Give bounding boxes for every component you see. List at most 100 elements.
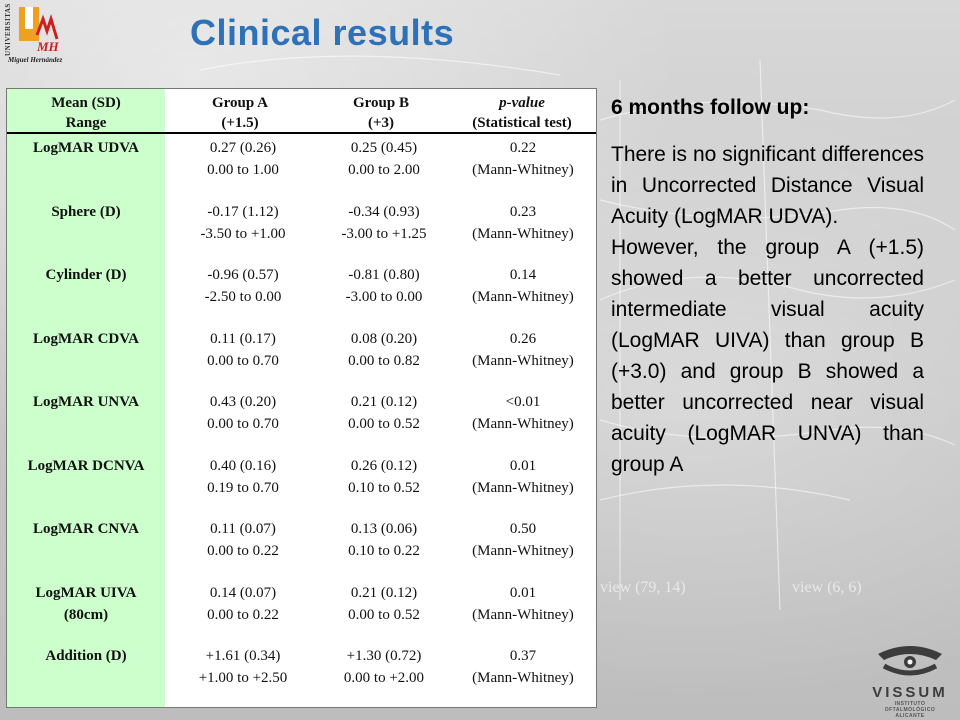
group-b-cell: 0.13 (0.06) 0.10 to 0.22 [309, 518, 459, 562]
group-b-cell-line2: 0.00 to +2.00 [343, 670, 425, 686]
summary-panel: 6 months follow up: There is no signific… [611, 92, 924, 480]
row-label-line2: (80cm) [63, 606, 109, 623]
header-p-value-line1: p-value [499, 95, 545, 111]
group-b-cell-line1: -0.34 (0.93) [348, 203, 420, 220]
header-mean-line2: Range [65, 115, 107, 131]
p-value-cell: 0.01 (Mann-Whitney) [453, 582, 593, 626]
group-a-cell: 0.11 (0.17) 0.00 to 0.70 [165, 328, 321, 372]
p-value-cell: 0.37 (Mann-Whitney) [453, 645, 593, 689]
p-value-cell-line1: 0.01 [509, 457, 537, 474]
group-a-cell: 0.40 (0.16) 0.19 to 0.70 [165, 455, 321, 499]
p-value-cell-line2: (Mann-Whitney) [472, 606, 574, 623]
umh-mark-text: MH [36, 39, 60, 53]
vissum-eye-icon [878, 646, 942, 676]
group-a-cell-line1: 0.40 (0.16) [209, 457, 277, 474]
group-a-cell: 0.27 (0.26) 0.00 to 1.00 [165, 137, 321, 181]
group-a-cell-line1: 0.11 (0.07) [210, 521, 276, 537]
group-b-cell-line2: 0.10 to 0.52 [348, 479, 420, 496]
group-b-cell-line1: 0.25 (0.45) [350, 140, 418, 156]
header-group-a-line2: (+1.5) [221, 115, 259, 131]
row-label-line1: LogMAR CNVA [33, 521, 139, 537]
group-a-cell: 0.11 (0.07) 0.00 to 0.22 [165, 518, 321, 562]
row-label: Cylinder (D) [7, 264, 165, 286]
group-b-cell-line2: 0.00 to 2.00 [348, 162, 420, 178]
p-value-cell: 0.26 (Mann-Whitney) [453, 328, 593, 372]
label-column-background [7, 89, 165, 707]
row-label: LogMAR UNVA [7, 391, 165, 413]
table-row: LogMAR UNVA 0.43 (0.20) 0.00 to 0.70 0.21 (… [7, 391, 596, 439]
p-value-cell-line2: (Mann-Whitney) [472, 162, 574, 178]
header-group-b-line1: Group B [353, 95, 409, 111]
summary-heading: 6 months follow up: [611, 96, 810, 119]
header-group-b-line2: (+3) [367, 115, 395, 131]
vissum-tagline-line2: OFTALMOLÓGICO [884, 707, 936, 713]
header-group-b: Group B (+3) [307, 93, 455, 133]
row-label-line1: LogMAR UIVA [35, 584, 137, 601]
group-b-cell-line2: 0.00 to 0.52 [348, 606, 420, 623]
group-b-cell-line1: 0.26 (0.12) [350, 457, 418, 474]
header-mean-line1: Mean (SD) [51, 95, 121, 111]
group-a-cell: 0.43 (0.20) 0.00 to 0.70 [165, 391, 321, 435]
group-b-cell-line2: 0.00 to 0.52 [348, 416, 420, 432]
group-b-cell-line2: 0.00 to 0.82 [348, 352, 420, 369]
p-value-cell-line1: 0.37 [509, 648, 537, 664]
group-b-cell-line1: 0.08 (0.20) [350, 330, 418, 347]
group-b-cell-line1: +1.30 (0.72) [346, 648, 422, 664]
p-value-cell-line1: 0.14 [509, 267, 537, 283]
group-a-cell-line2: 0.00 to 0.22 [207, 543, 279, 559]
table-row: LogMAR UIVA (80cm) 0.14 (0.07) 0.00 to 0.22… [7, 582, 596, 630]
header-group-a-line1: Group A [212, 95, 268, 111]
group-b-cell: 0.25 (0.45) 0.00 to 2.00 [309, 137, 459, 181]
group-a-cell-line1: 0.27 (0.26) [209, 140, 277, 156]
row-label-line1: LogMAR DCNVA [27, 457, 145, 474]
summary-paragraph-1: There is no significant differences in U… [611, 143, 924, 228]
row-label-line1: LogMAR CDVA [33, 330, 139, 347]
group-a-cell-line2: 0.00 to 0.70 [207, 416, 279, 432]
header-divider [7, 132, 596, 134]
group-a-cell-line1: -0.96 (0.57) [207, 267, 279, 283]
slide-title: Clinical results [190, 12, 455, 53]
watermark-label-right: view (6, 6) [792, 579, 862, 596]
group-b-cell: 0.21 (0.12) 0.00 to 0.52 [309, 582, 459, 626]
row-label: Addition (D) [7, 645, 165, 667]
group-b-cell-line2: 0.10 to 0.22 [348, 543, 420, 559]
table-row: LogMAR UDVA 0.27 (0.26) 0.00 to 1.00 0.25 (… [7, 137, 596, 185]
group-b-cell: 0.08 (0.20) 0.00 to 0.82 [309, 328, 459, 372]
group-b-cell: -0.34 (0.93) -3.00 to +1.25 [309, 201, 459, 245]
p-value-cell-line1: 0.26 [509, 330, 537, 347]
row-label-line1: Addition (D) [45, 648, 127, 664]
group-a-cell-line1: +1.61 (0.34) [205, 648, 281, 664]
vissum-name: VISSUM [872, 684, 948, 701]
p-value-cell: 0.22 (Mann-Whitney) [453, 137, 593, 181]
p-value-cell-line2: (Mann-Whitney) [472, 479, 574, 496]
p-value-cell-line1: 0.23 [509, 203, 537, 220]
group-a-cell-line1: 0.43 (0.20) [209, 394, 277, 410]
row-label-line1: Sphere (D) [51, 203, 121, 220]
group-a-cell-line2: 0.19 to 0.70 [207, 479, 279, 496]
group-a-cell-line2: -2.50 to 0.00 [204, 289, 282, 305]
row-label: Sphere (D) [7, 201, 165, 223]
results-table: Mean (SD) Range Group A (+1.5) Group B (… [6, 88, 597, 708]
group-a-cell-line2: -3.50 to +1.00 [200, 225, 286, 242]
p-value-cell: <0.01 (Mann-Whitney) [453, 391, 593, 435]
group-a-cell: +1.61 (0.34) +1.00 to +2.50 [165, 645, 321, 689]
group-b-cell-line1: 0.13 (0.06) [350, 521, 418, 537]
group-a-cell-line2: 0.00 to 0.22 [207, 606, 279, 623]
umh-mark-icon: MH [19, 7, 60, 53]
p-value-cell-line2: (Mann-Whitney) [472, 416, 574, 432]
vissum-tagline-line3: ALICANTE [895, 713, 925, 719]
header-group-a: Group A (+1.5) [165, 93, 315, 133]
table-row: Cylinder (D) -0.96 (0.57) -2.50 to 0.00 -0.… [7, 264, 596, 312]
table-row: LogMAR CDVA 0.11 (0.17) 0.00 to 0.70 0.08 (… [7, 328, 596, 376]
row-label-line1: LogMAR UNVA [33, 394, 139, 410]
university-logo: UNIVERSITAS MH Miguel Hernández [4, 2, 66, 68]
group-a-cell-line2: +1.00 to +2.50 [198, 670, 288, 686]
header-mean: Mean (SD) Range [7, 93, 165, 133]
header-p-value: p-value (Statistical test) [447, 93, 597, 133]
group-a-cell-line1: 0.11 (0.17) [210, 330, 276, 347]
university-logo-vertical-text: UNIVERSITAS [4, 3, 12, 56]
header-p-value-line2: (Statistical test) [472, 115, 572, 131]
row-label: LogMAR CDVA [7, 328, 165, 350]
p-value-cell-line1: 0.22 [509, 140, 537, 156]
